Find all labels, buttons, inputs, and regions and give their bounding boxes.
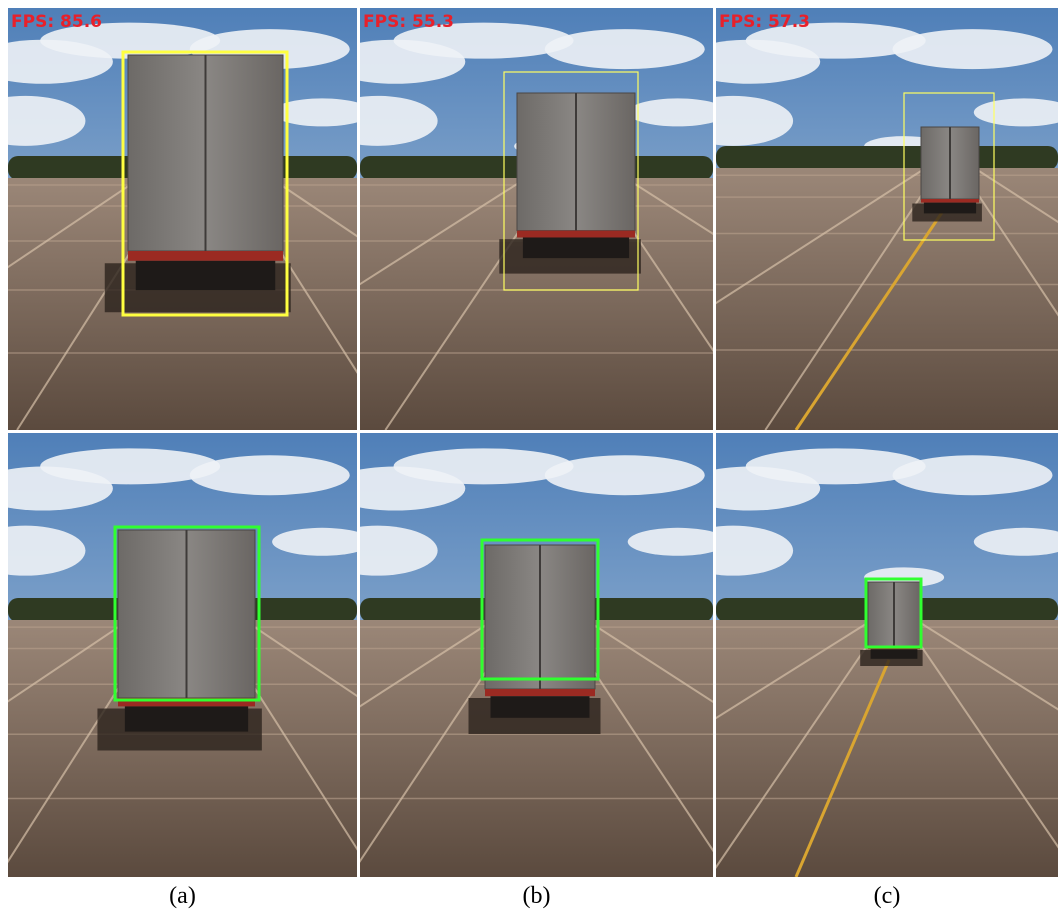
caption: (a) <box>169 883 196 909</box>
underride <box>871 649 918 659</box>
underride <box>491 696 590 718</box>
underride <box>136 261 276 290</box>
bumper <box>485 689 595 696</box>
fps-label: FPS: 55.3 <box>363 12 454 32</box>
fps-label: FPS: 85.6 <box>11 12 102 32</box>
cloud <box>628 98 728 126</box>
cloud <box>893 455 1053 495</box>
fps-label: FPS: 57.3 <box>719 12 810 32</box>
underride <box>924 203 976 214</box>
road <box>716 168 1058 430</box>
cloud <box>545 29 705 69</box>
tree-line <box>716 146 1058 170</box>
bumper <box>128 251 283 261</box>
cloud <box>272 528 372 556</box>
underride <box>523 237 629 258</box>
bumper <box>921 199 979 203</box>
cloud <box>190 455 350 495</box>
cloud <box>628 528 728 556</box>
caption: (b) <box>523 883 551 909</box>
cloud <box>545 455 705 495</box>
underride <box>125 706 248 731</box>
bumper <box>517 231 635 238</box>
figure: FPS: 85.6 FPS: 55.3 FPS: 57.3 (a) (b) (c) <box>0 0 1060 913</box>
caption: (c) <box>874 883 901 909</box>
cloud <box>893 29 1053 69</box>
